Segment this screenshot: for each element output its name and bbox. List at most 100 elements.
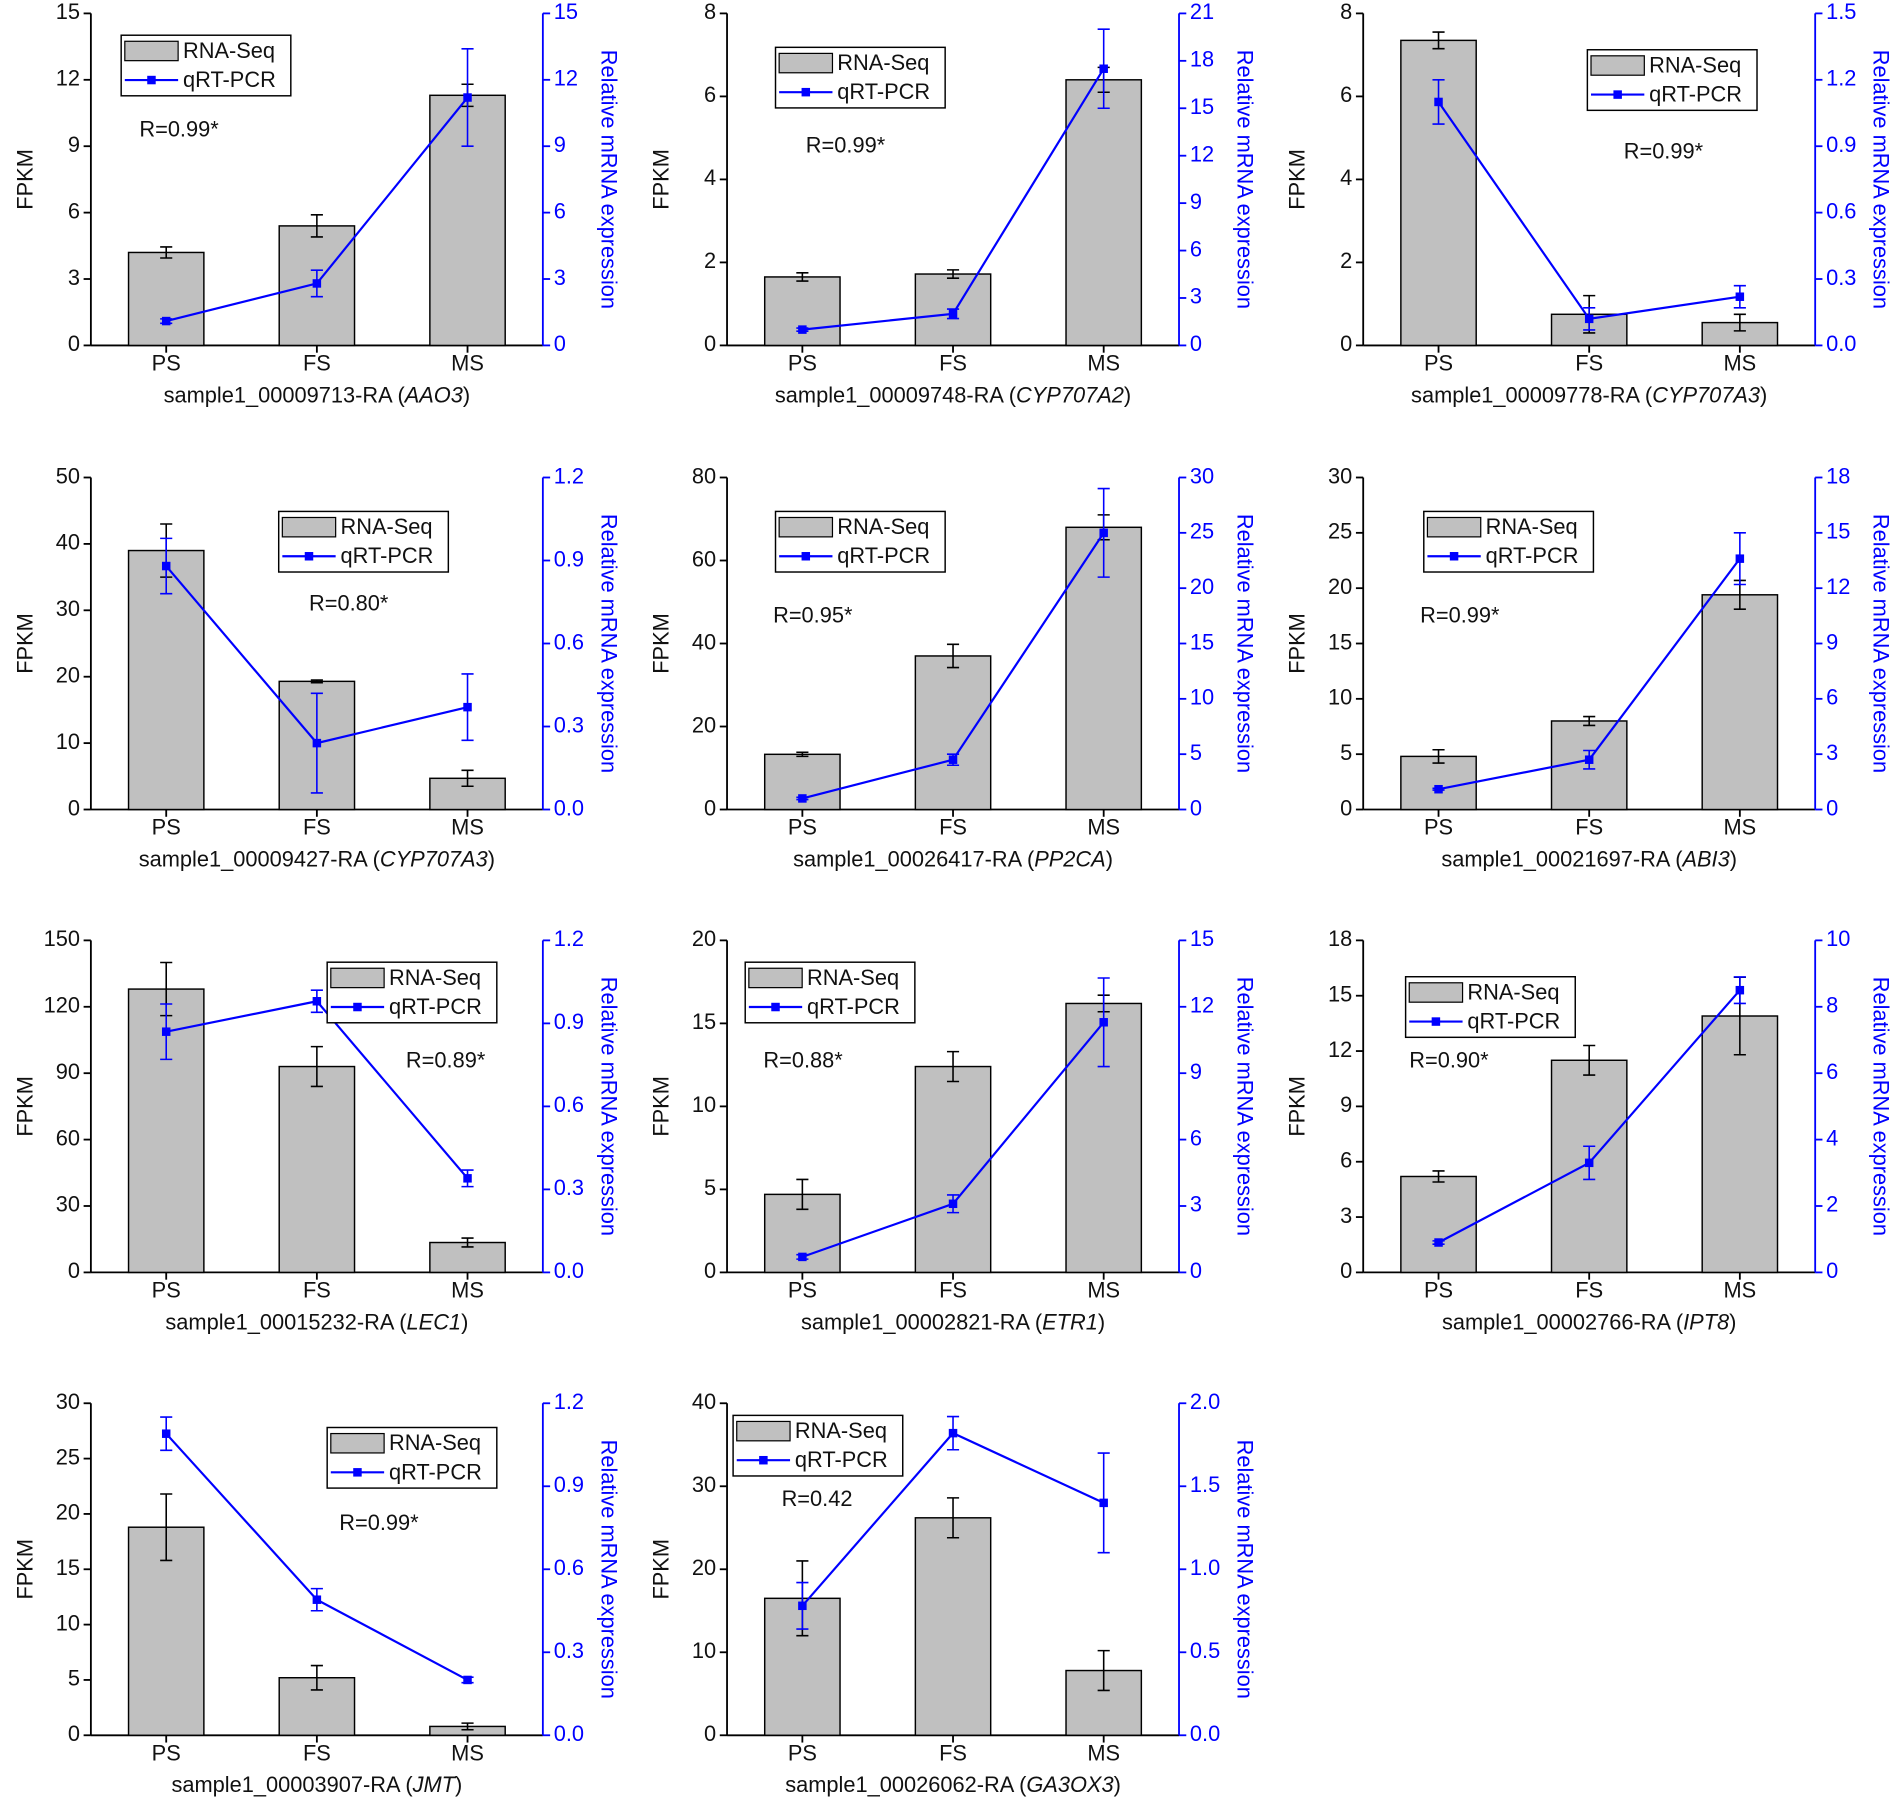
bar-error-bar (461, 1237, 474, 1248)
line-marker (463, 1174, 472, 1183)
y-tick-label: 15 (1328, 981, 1352, 1006)
y-tick-label: 18 (1328, 926, 1352, 951)
y2-axis-title: Relative mRNA expression (596, 50, 621, 309)
y2-tick-label: 0 (1826, 795, 1838, 820)
x-axis-title-part: sample1_00009713-RA ( (164, 382, 406, 407)
bar (763, 753, 841, 811)
bar (127, 1526, 205, 1737)
x-axis-title-part: ) (463, 382, 470, 407)
y-tick-label: 0 (704, 795, 716, 820)
y2-tick-label: 6 (554, 198, 566, 223)
y-tick-label: 0 (704, 331, 716, 356)
y-tick-label: 80 (692, 463, 716, 488)
legend-label: qRT-PCR (1486, 543, 1579, 568)
legend-swatch (736, 1420, 791, 1442)
x-tick-label: PS (788, 351, 817, 376)
bar-error-bar (1583, 1044, 1596, 1076)
line-marker (798, 1252, 807, 1262)
y2-tick-label: 1.2 (554, 463, 584, 488)
y2-tick-label: 12 (1190, 993, 1214, 1018)
annotation: R=0.99* (339, 1510, 419, 1535)
x-axis-title-part: LEC1 (407, 1309, 462, 1334)
legend-label: RNA-Seq (807, 965, 899, 990)
bar-error-bar (1432, 748, 1445, 764)
line-marker (1099, 64, 1108, 73)
x-tick-label: FS (1575, 815, 1603, 840)
legend-label: RNA-Seq (837, 50, 929, 75)
y-tick-label: 0 (68, 795, 80, 820)
bar-error-bar (461, 1722, 474, 1731)
y-tick-label: 40 (692, 629, 716, 654)
line-marker (463, 702, 472, 712)
line-marker (1735, 554, 1745, 563)
x-tick-label: FS (303, 1278, 331, 1303)
x-tick-label: PS (788, 1740, 817, 1765)
legend-marker (759, 1455, 768, 1465)
y2-tick-label: 18 (1190, 47, 1214, 72)
x-axis-title-part: ) (1730, 846, 1737, 871)
annotation: R=0.80* (309, 590, 389, 615)
bar-error-bar (1733, 313, 1746, 332)
y2-tick-label: 0 (1190, 795, 1202, 820)
y2-axis-title: Relative mRNA expression (1232, 977, 1257, 1236)
y2-tick-label: 0.3 (554, 712, 584, 737)
y2-tick-label: 25 (1190, 519, 1214, 544)
legend-swatch (778, 52, 834, 74)
bar (1065, 1669, 1143, 1737)
x-tick-label: FS (303, 1740, 331, 1765)
y-tick-label: 6 (704, 82, 716, 107)
y-tick-label: 12 (56, 66, 80, 91)
bar-error-bar (796, 751, 809, 758)
y2-tick-label: 0.0 (554, 1258, 584, 1283)
line-marker (463, 1675, 472, 1685)
y2-tick-label: 1.0 (1190, 1555, 1220, 1580)
bar-error-bar (310, 1664, 323, 1691)
y-tick-label: 10 (56, 1610, 80, 1635)
line-marker (1584, 1158, 1594, 1168)
y-axis-title: FPKM (649, 1539, 674, 1600)
x-axis-title-part: IPT8 (1683, 1309, 1729, 1334)
x-tick-label: MS (451, 815, 484, 840)
x-axis-title-part: sample1_00009778-RA ( (1411, 382, 1653, 407)
bar (1701, 1015, 1779, 1274)
annotation: R=0.88* (763, 1047, 843, 1072)
bar (914, 655, 992, 811)
legend-swatch (1426, 516, 1482, 538)
y2-tick-label: 0.6 (554, 1092, 584, 1117)
x-axis-title-part: AAO3 (403, 382, 463, 407)
y-tick-label: 40 (692, 1389, 716, 1414)
y2-tick-label: 3 (1190, 1192, 1202, 1217)
y-tick-label: 4 (704, 165, 716, 190)
legend-label: qRT-PCR (389, 1459, 482, 1484)
line-marker (312, 738, 322, 748)
y2-tick-label: 0.3 (554, 1175, 584, 1200)
annotation: R=0.90* (1409, 1047, 1489, 1072)
line-marker (948, 309, 958, 319)
y-axis-title: FPKM (12, 1539, 37, 1600)
x-axis-title-part: sample1_00002821-RA ( (801, 1309, 1043, 1334)
y2-tick-label: 10 (1826, 926, 1850, 951)
y-tick-label: 20 (692, 1555, 716, 1580)
y-tick-label: 0 (68, 331, 80, 356)
y-axis-title: FPKM (1285, 149, 1310, 210)
y2-tick-label: 6 (1826, 685, 1838, 710)
y2-tick-label: 10 (1190, 685, 1214, 710)
x-axis-title: sample1_00009778-RA (CYP707A3) (1411, 382, 1767, 407)
y-axis-title: FPKM (649, 613, 674, 674)
legend-swatch (124, 40, 179, 62)
annotation: R=0.99* (1420, 603, 1500, 628)
chart-panel: 0 2 4 6 8 0.0 0.3 0.6 0.9 1.2 1.5 FPKM Relative mRNA… (1285, 0, 1894, 407)
bar (1701, 594, 1779, 811)
y-tick-label: 2 (1340, 248, 1352, 273)
y-axis-title: FPKM (649, 149, 674, 210)
x-tick-label: PS (152, 351, 181, 376)
y2-tick-label: 9 (1190, 1059, 1202, 1084)
line-marker (948, 755, 958, 764)
y-tick-label: 25 (1328, 519, 1352, 544)
x-axis-title-part: CYP707A2 (1016, 382, 1124, 407)
y2-axis-title: Relative mRNA expression (596, 514, 621, 773)
y2-tick-label: 0 (554, 331, 566, 356)
line-marker (948, 1199, 958, 1209)
bar-error-bar (1432, 1170, 1445, 1183)
legend-marker (1449, 552, 1459, 561)
